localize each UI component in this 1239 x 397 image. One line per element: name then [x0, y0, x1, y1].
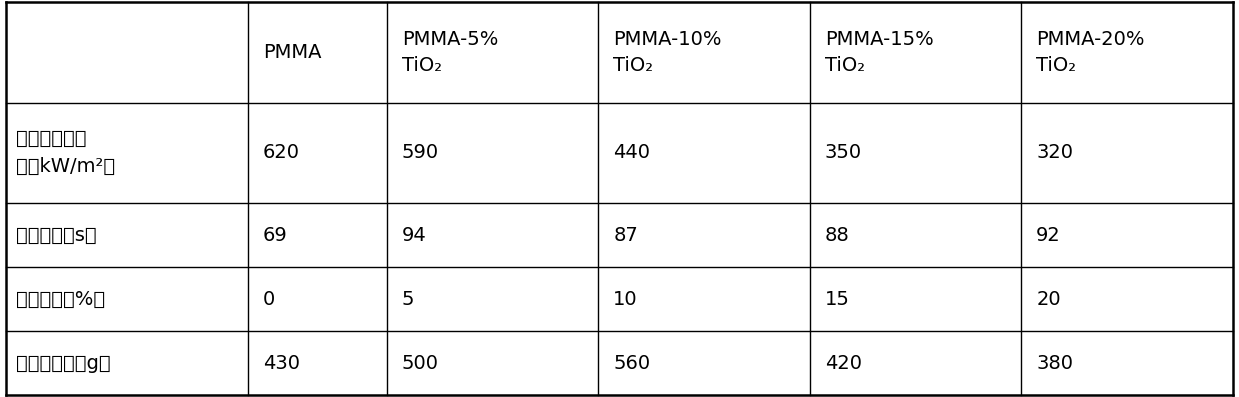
Text: 5: 5 — [401, 289, 414, 308]
Text: 320: 320 — [1036, 143, 1073, 162]
Text: 620: 620 — [263, 143, 300, 162]
Text: 10: 10 — [613, 289, 638, 308]
Text: 88: 88 — [825, 225, 850, 245]
Text: 率（kW/m²）: 率（kW/m²） — [16, 157, 115, 176]
Text: 69: 69 — [263, 225, 287, 245]
Text: PMMA-20%
TiO₂: PMMA-20% TiO₂ — [1036, 29, 1145, 75]
Text: PMMA-15%
TiO₂: PMMA-15% TiO₂ — [825, 29, 933, 75]
Text: 15: 15 — [825, 289, 850, 308]
Text: PMMA-10%
TiO₂: PMMA-10% TiO₂ — [613, 29, 722, 75]
Text: 点燃时间（s）: 点燃时间（s） — [16, 225, 97, 245]
Text: 总的生烟量（g）: 总的生烟量（g） — [16, 353, 110, 372]
Text: PMMA: PMMA — [263, 43, 321, 62]
Text: 380: 380 — [1036, 353, 1073, 372]
Text: 94: 94 — [401, 225, 426, 245]
Text: PMMA-5%
TiO₂: PMMA-5% TiO₂ — [401, 29, 498, 75]
Text: 剩余质量（%）: 剩余质量（%） — [16, 289, 105, 308]
Text: 420: 420 — [825, 353, 861, 372]
Text: 440: 440 — [613, 143, 650, 162]
Text: 500: 500 — [401, 353, 439, 372]
Text: 0: 0 — [263, 289, 275, 308]
Text: 590: 590 — [401, 143, 439, 162]
Text: 560: 560 — [613, 353, 650, 372]
Text: 430: 430 — [263, 353, 300, 372]
Text: 20: 20 — [1036, 289, 1061, 308]
Text: 87: 87 — [613, 225, 638, 245]
Text: 峰値热释放速: 峰値热释放速 — [16, 129, 87, 148]
Text: 92: 92 — [1036, 225, 1061, 245]
Text: 350: 350 — [825, 143, 862, 162]
